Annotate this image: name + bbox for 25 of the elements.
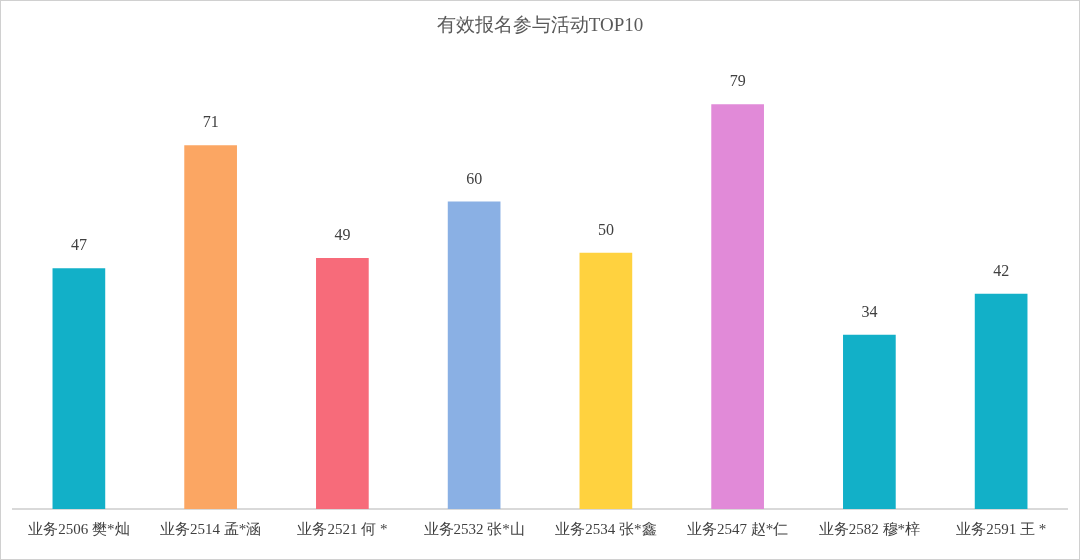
bar	[711, 104, 764, 509]
chart-title: 有效报名参与活动TOP10	[436, 14, 644, 36]
data-label: 60	[466, 169, 483, 187]
x-tick-label: 业务2521 何 *	[297, 520, 388, 537]
data-label: 49	[334, 226, 351, 244]
data-label: 79	[729, 72, 746, 90]
data-label: 50	[597, 220, 614, 238]
data-label: 42	[993, 261, 1010, 279]
data-label: 71	[202, 113, 219, 131]
data-label: 34	[861, 302, 878, 320]
x-tick-label: 业务2532 张*山	[423, 520, 525, 537]
bar	[579, 252, 633, 509]
bar	[184, 145, 237, 509]
bar	[316, 257, 369, 509]
bar	[447, 201, 501, 509]
x-tick-label: 业务2547 赵*仁	[687, 520, 789, 537]
x-tick-label: 业务2591 王 *	[956, 520, 1047, 537]
data-label: 47	[70, 236, 87, 254]
bar	[974, 293, 1028, 509]
x-tick-label: 业务2514 孟*涵	[160, 520, 262, 537]
bar	[843, 334, 896, 509]
x-tick-label: 业务2534 张*鑫	[555, 520, 657, 537]
x-tick-label: 业务2506 樊*灿	[28, 520, 130, 537]
x-tick-label: 业务2582 穆*梓	[818, 520, 920, 537]
bar	[52, 268, 106, 509]
